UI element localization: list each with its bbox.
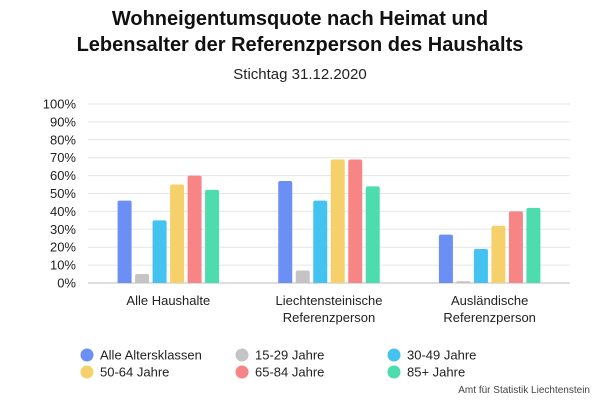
legend: Alle Altersklassen 15-29 Jahre 30-49 Jahre…	[80, 348, 476, 380]
bar	[491, 225, 506, 283]
y-tick-label: 70%	[50, 150, 76, 165]
legend-label: 50-64 Jahre	[100, 365, 169, 380]
bar	[473, 248, 488, 283]
y-tick-label: 40%	[50, 204, 76, 219]
legend-label: 85+ Jahre	[407, 365, 465, 380]
legend-marker	[235, 348, 249, 362]
chart-title-line-1: Wohneigentumsquote nach Heimat und	[111, 8, 489, 30]
legend-label: 65-84 Jahre	[255, 365, 324, 380]
bar	[330, 159, 345, 283]
legend-label: 30-49 Jahre	[407, 348, 476, 363]
legend-label: Alle Altersklassen	[100, 348, 202, 363]
bar	[135, 274, 150, 283]
bar	[295, 270, 310, 283]
y-tick-label: 60%	[50, 168, 76, 183]
chart-title-line-2: Lebensalter der Referenzperson des Haush…	[76, 34, 524, 56]
y-tick-label: 100%	[43, 97, 77, 112]
source-note: Amt für Statistik Liechtenstein	[458, 385, 590, 396]
bar	[348, 159, 363, 283]
legend-marker	[387, 348, 401, 362]
y-tick-label: 10%	[50, 258, 76, 273]
bar	[365, 186, 380, 283]
bar	[152, 220, 167, 283]
chart-subtitle: Stichtag 31.12.2020	[233, 66, 367, 83]
y-tick-label: 30%	[50, 222, 76, 237]
bar	[170, 184, 185, 283]
legend-marker	[80, 365, 94, 379]
bar	[526, 207, 541, 283]
bar	[438, 234, 453, 283]
y-axis-ticks: 0% 10% 20% 30% 40% 50% 60% 70% 80% 90% 100%	[43, 97, 77, 291]
y-tick-label: 50%	[50, 186, 76, 201]
bar	[205, 189, 220, 283]
legend-marker	[235, 365, 249, 379]
bar	[456, 281, 471, 283]
legend-marker	[80, 348, 94, 362]
x-category-label: Liechtensteinische	[276, 293, 383, 308]
legend-marker	[387, 365, 401, 379]
y-tick-label: 80%	[50, 132, 76, 147]
x-axis-categories: Alle Haushalte Liechtensteinische Referenz…	[126, 293, 535, 325]
x-category-label: Ausländische	[451, 293, 528, 308]
y-tick-label: 20%	[50, 240, 76, 255]
y-tick-label: 90%	[50, 114, 76, 129]
bar	[508, 211, 523, 283]
grid-lines	[88, 103, 570, 284]
chart-title: Wohneigentumsquote nach Heimat und Leben…	[0, 6, 600, 58]
legend-label: 15-29 Jahre	[255, 348, 324, 363]
x-category-label: Referenzperson	[443, 310, 536, 325]
bar	[313, 200, 328, 283]
bars	[117, 159, 541, 283]
bar	[187, 175, 202, 283]
x-category-label: Alle Haushalte	[126, 293, 210, 308]
x-category-label: Referenzperson	[283, 310, 376, 325]
bar	[117, 200, 132, 283]
y-tick-label: 0%	[57, 276, 76, 291]
bar	[278, 180, 293, 283]
